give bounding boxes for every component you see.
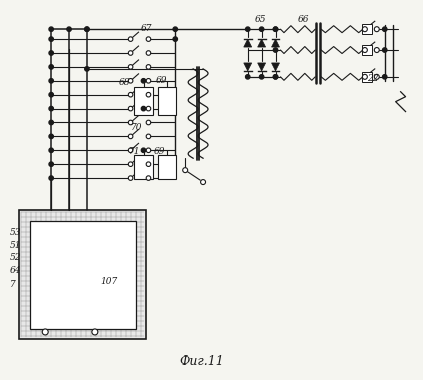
Circle shape xyxy=(245,74,250,79)
Circle shape xyxy=(382,27,387,32)
Text: 22: 22 xyxy=(367,74,378,83)
Circle shape xyxy=(273,27,278,32)
Circle shape xyxy=(85,27,89,32)
Bar xyxy=(30,221,135,329)
Circle shape xyxy=(141,79,146,83)
Text: 67: 67 xyxy=(140,24,152,33)
Circle shape xyxy=(201,180,206,185)
Text: 66: 66 xyxy=(297,15,309,24)
Circle shape xyxy=(85,67,89,71)
Circle shape xyxy=(128,37,133,41)
Circle shape xyxy=(374,27,379,32)
Circle shape xyxy=(128,162,133,166)
Text: 69: 69 xyxy=(155,76,167,85)
Circle shape xyxy=(128,51,133,55)
Polygon shape xyxy=(272,39,280,47)
Circle shape xyxy=(128,176,133,180)
Text: 70: 70 xyxy=(131,124,142,133)
Bar xyxy=(134,87,154,114)
Circle shape xyxy=(146,162,151,166)
Circle shape xyxy=(49,65,53,69)
Circle shape xyxy=(49,106,53,111)
Circle shape xyxy=(259,74,264,79)
Circle shape xyxy=(146,79,151,83)
Circle shape xyxy=(67,27,71,32)
Bar xyxy=(362,24,372,34)
Circle shape xyxy=(245,27,250,32)
Circle shape xyxy=(363,74,367,79)
Polygon shape xyxy=(272,63,280,71)
Circle shape xyxy=(49,51,53,55)
Circle shape xyxy=(146,134,151,139)
Bar xyxy=(19,210,146,339)
Polygon shape xyxy=(258,39,266,47)
Circle shape xyxy=(146,106,151,111)
Circle shape xyxy=(128,120,133,125)
Circle shape xyxy=(128,106,133,111)
Circle shape xyxy=(128,79,133,83)
Circle shape xyxy=(146,65,151,69)
Text: 51: 51 xyxy=(9,241,21,250)
Polygon shape xyxy=(244,63,252,71)
Circle shape xyxy=(49,162,53,166)
Polygon shape xyxy=(244,39,252,47)
Circle shape xyxy=(49,27,53,32)
Circle shape xyxy=(273,48,278,52)
Circle shape xyxy=(92,329,98,335)
Bar xyxy=(158,87,176,114)
Circle shape xyxy=(49,120,53,125)
Circle shape xyxy=(49,79,53,83)
Bar xyxy=(362,72,372,82)
Circle shape xyxy=(146,92,151,97)
Circle shape xyxy=(273,27,278,32)
Circle shape xyxy=(382,48,387,52)
Circle shape xyxy=(273,74,278,79)
Circle shape xyxy=(146,148,151,153)
Circle shape xyxy=(141,148,146,152)
Circle shape xyxy=(128,134,133,139)
Text: 107: 107 xyxy=(101,277,118,286)
Circle shape xyxy=(363,48,367,52)
Circle shape xyxy=(49,37,53,41)
Circle shape xyxy=(128,65,133,69)
Circle shape xyxy=(374,74,379,79)
Circle shape xyxy=(183,168,188,173)
Text: 65: 65 xyxy=(255,15,266,24)
Circle shape xyxy=(273,74,278,79)
Text: 52: 52 xyxy=(9,253,21,263)
Text: Фиг.11: Фиг.11 xyxy=(179,355,224,368)
Bar xyxy=(134,155,154,179)
Circle shape xyxy=(42,329,48,335)
Polygon shape xyxy=(258,63,266,71)
Circle shape xyxy=(128,92,133,97)
Circle shape xyxy=(363,27,367,32)
Circle shape xyxy=(146,37,151,41)
Text: 7: 7 xyxy=(9,280,15,289)
Circle shape xyxy=(85,27,89,32)
Text: 64: 64 xyxy=(9,266,21,276)
Text: 53: 53 xyxy=(9,228,21,237)
Circle shape xyxy=(146,176,151,180)
Circle shape xyxy=(173,27,178,32)
Text: 71: 71 xyxy=(129,147,140,156)
Circle shape xyxy=(146,120,151,125)
Bar xyxy=(158,155,176,179)
Text: 69: 69 xyxy=(154,147,165,156)
Circle shape xyxy=(173,37,178,41)
Circle shape xyxy=(259,27,264,32)
Circle shape xyxy=(49,148,53,152)
Circle shape xyxy=(49,134,53,139)
Text: 68: 68 xyxy=(119,78,130,87)
Circle shape xyxy=(146,51,151,55)
Circle shape xyxy=(141,106,146,111)
Circle shape xyxy=(49,92,53,97)
Circle shape xyxy=(128,148,133,153)
Bar xyxy=(362,45,372,55)
Circle shape xyxy=(49,176,53,180)
Circle shape xyxy=(382,74,387,79)
Circle shape xyxy=(374,48,379,52)
